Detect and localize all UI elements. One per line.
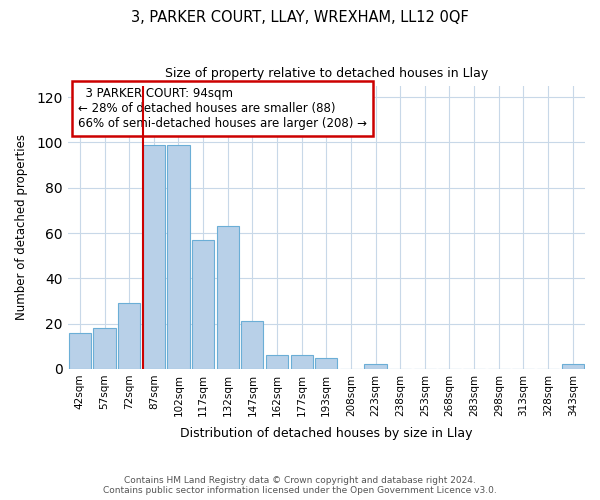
Bar — [562, 364, 584, 369]
Title: Size of property relative to detached houses in Llay: Size of property relative to detached ho… — [164, 68, 488, 80]
Bar — [167, 144, 190, 369]
Bar — [192, 240, 214, 369]
Bar — [118, 303, 140, 369]
Bar — [94, 328, 116, 369]
Y-axis label: Number of detached properties: Number of detached properties — [15, 134, 28, 320]
Text: 3 PARKER COURT: 94sqm
← 28% of detached houses are smaller (88)
66% of semi-deta: 3 PARKER COURT: 94sqm ← 28% of detached … — [78, 87, 367, 130]
Bar — [364, 364, 386, 369]
Bar — [217, 226, 239, 369]
Bar — [315, 358, 337, 369]
X-axis label: Distribution of detached houses by size in Llay: Distribution of detached houses by size … — [180, 427, 473, 440]
Text: 3, PARKER COURT, LLAY, WREXHAM, LL12 0QF: 3, PARKER COURT, LLAY, WREXHAM, LL12 0QF — [131, 10, 469, 25]
Text: Contains HM Land Registry data © Crown copyright and database right 2024.
Contai: Contains HM Land Registry data © Crown c… — [103, 476, 497, 495]
Bar — [241, 322, 263, 369]
Bar — [69, 332, 91, 369]
Bar — [143, 144, 165, 369]
Bar — [290, 356, 313, 369]
Bar — [266, 356, 288, 369]
